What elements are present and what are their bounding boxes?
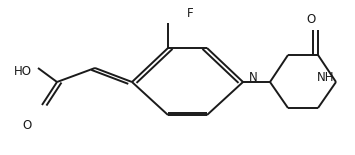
Text: F: F	[187, 7, 193, 20]
Text: O: O	[22, 119, 31, 132]
Text: O: O	[306, 13, 315, 26]
Text: NH: NH	[316, 71, 334, 84]
Text: HO: HO	[13, 65, 32, 78]
Text: N: N	[248, 71, 257, 84]
